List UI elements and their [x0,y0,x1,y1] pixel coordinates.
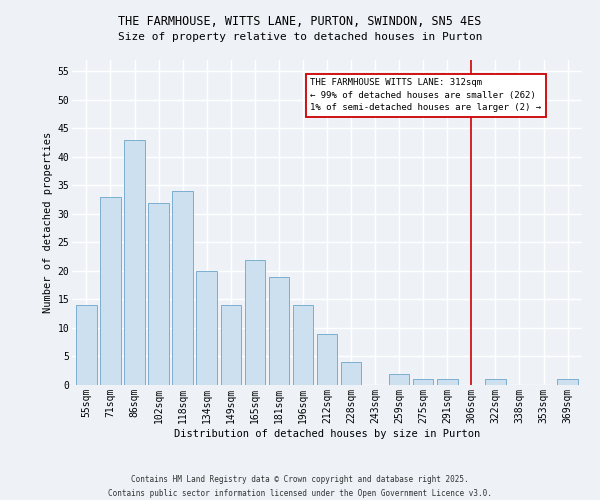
Bar [317,334,337,385]
Y-axis label: Number of detached properties: Number of detached properties [43,132,53,313]
Bar [293,305,313,385]
Bar [100,197,121,385]
Bar [485,380,506,385]
Bar [148,202,169,385]
Bar [269,276,289,385]
X-axis label: Distribution of detached houses by size in Purton: Distribution of detached houses by size … [174,428,480,438]
Text: Size of property relative to detached houses in Purton: Size of property relative to detached ho… [118,32,482,42]
Bar [389,374,409,385]
Bar [172,191,193,385]
Bar [413,380,433,385]
Bar [124,140,145,385]
Bar [341,362,361,385]
Bar [557,380,578,385]
Bar [221,305,241,385]
Bar [76,305,97,385]
Bar [245,260,265,385]
Bar [437,380,458,385]
Text: THE FARMHOUSE, WITTS LANE, PURTON, SWINDON, SN5 4ES: THE FARMHOUSE, WITTS LANE, PURTON, SWIND… [118,15,482,28]
Bar [196,271,217,385]
Text: Contains HM Land Registry data © Crown copyright and database right 2025.
Contai: Contains HM Land Registry data © Crown c… [108,476,492,498]
Text: THE FARMHOUSE WITTS LANE: 312sqm
← 99% of detached houses are smaller (262)
1% o: THE FARMHOUSE WITTS LANE: 312sqm ← 99% o… [310,78,541,112]
